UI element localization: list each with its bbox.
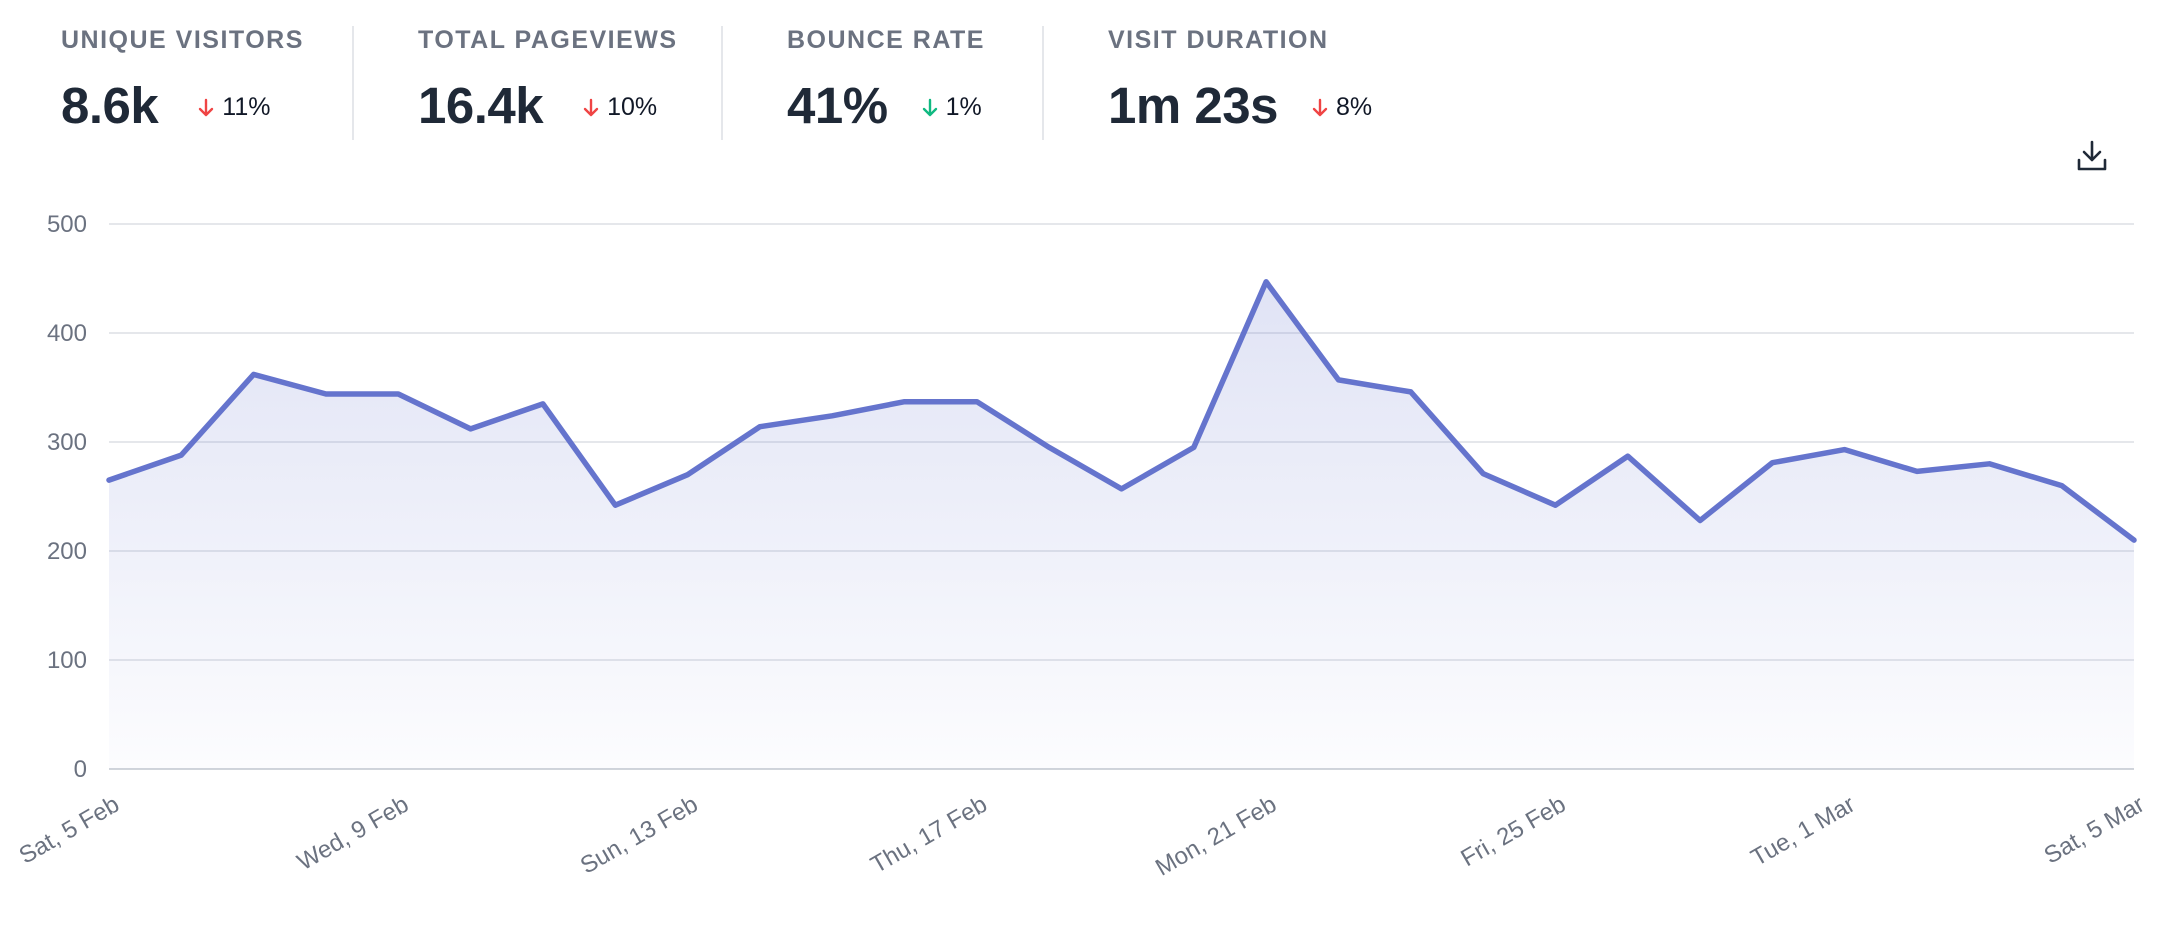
arrow-down-icon — [922, 98, 937, 116]
stat-total-pageviews[interactable]: TOTAL PAGEVIEWS 16.4k 10% — [418, 26, 678, 140]
x-tick-label: Thu, 17 Feb — [866, 791, 992, 879]
series-area — [109, 281, 2134, 769]
stat-label: BOUNCE RATE — [787, 26, 985, 54]
stat-value: 1m 23s — [1108, 77, 1278, 134]
stat-change-value: 1% — [945, 93, 982, 121]
x-tick-label: Sat, 5 Mar — [2040, 791, 2149, 870]
y-tick-label: 100 — [47, 647, 87, 674]
x-tick-label: Fri, 25 Feb — [1456, 791, 1570, 872]
visitors-chart[interactable]: 0 100 200 300 400 500 Sat, 5 Feb Wed, 9 Feb Sun… — [0, 190, 2168, 910]
stat-change: 8% — [1312, 93, 1372, 122]
x-tick-label: Sat, 5 Feb — [15, 791, 124, 870]
y-tick-label: 200 — [47, 538, 87, 565]
stat-unique-visitors[interactable]: UNIQUE VISITORS 8.6k 11% — [61, 26, 304, 140]
y-tick-label: 300 — [47, 429, 87, 456]
arrow-down-icon — [199, 98, 214, 116]
stat-change: 1% — [922, 93, 982, 122]
y-tick-label: 500 — [47, 211, 87, 238]
x-tick-label: Mon, 21 Feb — [1151, 791, 1281, 882]
stat-bounce-rate[interactable]: BOUNCE RATE 41% 1% — [787, 26, 985, 140]
x-tick-label: Wed, 9 Feb — [293, 791, 414, 876]
stat-divider — [1042, 26, 1044, 140]
y-tick-label: 0 — [74, 756, 87, 783]
stat-divider — [352, 26, 354, 140]
arrow-down-icon — [583, 98, 599, 116]
stat-label: UNIQUE VISITORS — [61, 26, 304, 54]
stat-change-value: 8% — [1335, 93, 1373, 121]
x-tick-label: Sun, 13 Feb — [576, 791, 703, 880]
stat-value: 16.4k — [418, 77, 544, 134]
stat-value: 8.6k — [61, 77, 159, 134]
stat-change-value: 11% — [222, 93, 271, 121]
top-stats: UNIQUE VISITORS 8.6k 11% TOTAL PAGEVIEWS… — [0, 0, 1500, 150]
stat-label: TOTAL PAGEVIEWS — [418, 26, 678, 54]
y-axis: 0 100 200 300 400 500 — [47, 211, 87, 783]
stat-divider — [721, 26, 723, 140]
stat-change: 10% — [583, 93, 657, 122]
stat-value: 41% — [787, 77, 888, 134]
x-axis: Sat, 5 Feb Wed, 9 Feb Sun, 13 Feb Thu, 17 F… — [15, 791, 2149, 882]
stat-change-value: 10% — [607, 93, 658, 121]
x-tick-label: Tue, 1 Mar — [1746, 791, 1859, 872]
stat-visit-duration[interactable]: VISIT DURATION 1m 23s 8% — [1108, 26, 1372, 140]
y-tick-label: 400 — [47, 320, 87, 347]
arrow-down-icon — [1312, 98, 1328, 116]
stat-label: VISIT DURATION — [1108, 26, 1329, 54]
download-button[interactable] — [2076, 138, 2108, 174]
download-icon — [2077, 140, 2107, 171]
stat-change: 11% — [198, 93, 270, 122]
series-line[interactable] — [106, 279, 2137, 543]
